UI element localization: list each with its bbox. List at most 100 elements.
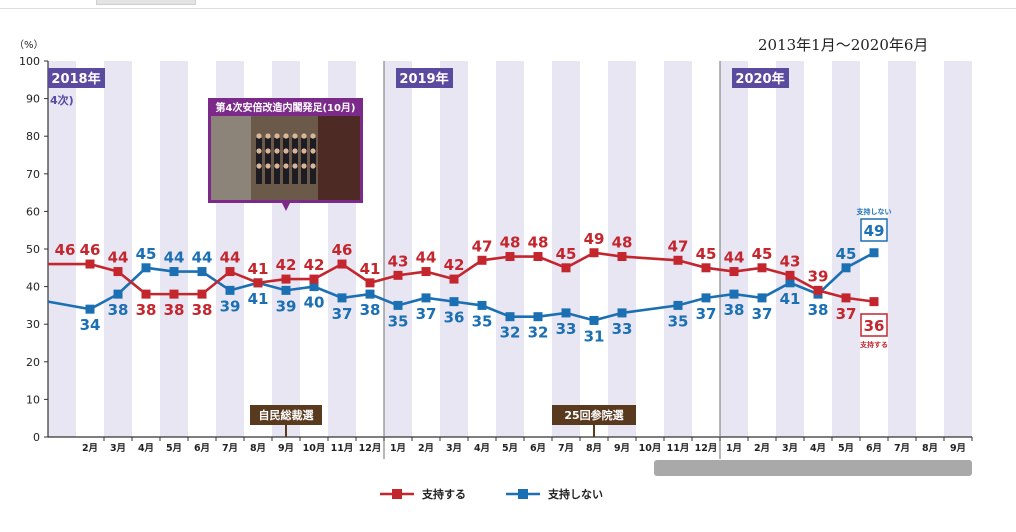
top-tab[interactable]: [96, 0, 196, 5]
nonsupport-data-label: 31: [584, 327, 605, 345]
nonsupport-point: [337, 293, 347, 303]
nonsupport-point: [421, 293, 431, 303]
support-data-label: 48: [500, 234, 521, 252]
support-point: [393, 270, 403, 280]
support-point: [169, 289, 179, 299]
support-data-label: 46: [80, 241, 101, 259]
nonsupport-data-label: 37: [416, 305, 437, 323]
month-stripe: [944, 61, 972, 437]
nonsupport-point: [197, 267, 207, 277]
support-point: [197, 289, 207, 299]
x-tick-label: 2月: [754, 443, 770, 454]
photo-person-head: [301, 163, 307, 169]
y-unit-label: （%）: [14, 40, 44, 51]
nonsupport-point: [673, 300, 683, 310]
nonsupport-data-label: 37: [696, 305, 717, 323]
month-stripe: [776, 61, 804, 437]
nonsupport-point: [141, 263, 151, 273]
support-point: [365, 278, 375, 288]
photo-person-head: [292, 148, 298, 154]
photo-person-head: [301, 148, 307, 154]
nonsupport-point: [617, 308, 627, 318]
x-tick-label: 2月: [82, 443, 98, 454]
support-data-label: 42: [304, 256, 325, 274]
nonsupport-point: [757, 293, 767, 303]
nonsupport-data-label: 32: [528, 324, 549, 342]
support-data-label: 41: [248, 260, 269, 278]
support-point: [85, 259, 95, 269]
month-stripe: [48, 61, 76, 437]
nonsupport-final-value: 49: [864, 222, 885, 240]
nonsupport-data-label: 44: [192, 249, 213, 267]
nonsupport-data-label: 38: [808, 301, 829, 319]
photo-person: [265, 153, 271, 169]
month-stripe: [440, 61, 468, 437]
support-data-label: 43: [388, 252, 409, 270]
nonsupport-point: [477, 300, 487, 310]
photo-person: [274, 168, 280, 184]
support-data-label: 49: [584, 230, 605, 248]
photo-person: [310, 153, 316, 169]
x-tick-label: 4月: [474, 443, 490, 454]
support-data-label: 45: [752, 245, 773, 263]
nonsupport-point: [841, 263, 851, 273]
photo-person: [310, 168, 316, 184]
support-point: [757, 263, 767, 273]
nonsupport-data-label: 35: [668, 312, 689, 330]
nonsupport-data-label: 35: [388, 312, 409, 330]
nonsupport-point: [393, 300, 403, 310]
support-point: [421, 267, 431, 277]
support-point: [449, 274, 459, 284]
legend-support-marker: [392, 489, 402, 499]
support-data-label: 44: [416, 249, 437, 267]
support-end-label: 支持する: [859, 340, 888, 349]
support-point: [281, 274, 291, 284]
top-bar: [0, 0, 1016, 9]
support-data-label: 44: [724, 249, 745, 267]
nonsupport-data-label: 37: [752, 305, 773, 323]
nonsupport-data-label: 39: [220, 297, 241, 315]
y-tick-label: 80: [26, 130, 40, 143]
support-data-label: 46: [332, 241, 353, 259]
support-point: [813, 285, 823, 295]
x-tick-label: 6月: [866, 443, 882, 454]
photo-person: [292, 153, 298, 169]
photo-person-head: [274, 148, 280, 154]
nonsupport-data-label: 33: [556, 320, 577, 338]
support-data-label: 38: [136, 301, 157, 319]
photo-person: [283, 168, 289, 184]
nonsupport-point: [561, 308, 571, 318]
support-data-label: 38: [164, 301, 185, 319]
nonsupport-final-box: [860, 218, 888, 242]
nonsupport-point: [785, 278, 795, 288]
support-point: [309, 274, 319, 284]
photo-caption: 第4次安倍改造内閣発足(10月): [215, 101, 355, 114]
photo-person: [301, 138, 307, 154]
x-tick-label: 9月: [950, 443, 966, 454]
nonsupport-data-label: 38: [360, 301, 381, 319]
nonsupport-point: [589, 315, 599, 325]
event-badge: [552, 405, 636, 425]
support-final-box: [860, 313, 888, 337]
photo-person-head: [283, 163, 289, 169]
support-point: [337, 259, 347, 269]
support-data-label: 43: [780, 252, 801, 270]
photo-person: [301, 168, 307, 184]
x-tick-label: 5月: [502, 443, 518, 454]
x-tick-label: 6月: [530, 443, 546, 454]
nonsupport-data-label: 36: [444, 309, 465, 327]
photo-person: [256, 168, 262, 184]
nonsupport-data-label: 32: [500, 324, 521, 342]
x-tick-label: 7月: [558, 443, 574, 454]
support-final-value: 36: [864, 317, 885, 335]
support-data-label: 39: [808, 267, 829, 285]
y-tick-label: 100: [19, 55, 40, 68]
support-data-label: 48: [528, 234, 549, 252]
support-point: [841, 293, 851, 303]
legend-nonsupport-label: 支持しない: [547, 487, 603, 501]
photo-person-head: [256, 148, 262, 154]
photo-person: [283, 138, 289, 154]
x-tick-label: 8月: [922, 443, 938, 454]
support-data-label: 41: [360, 260, 381, 278]
photo-escalator: [211, 116, 251, 200]
